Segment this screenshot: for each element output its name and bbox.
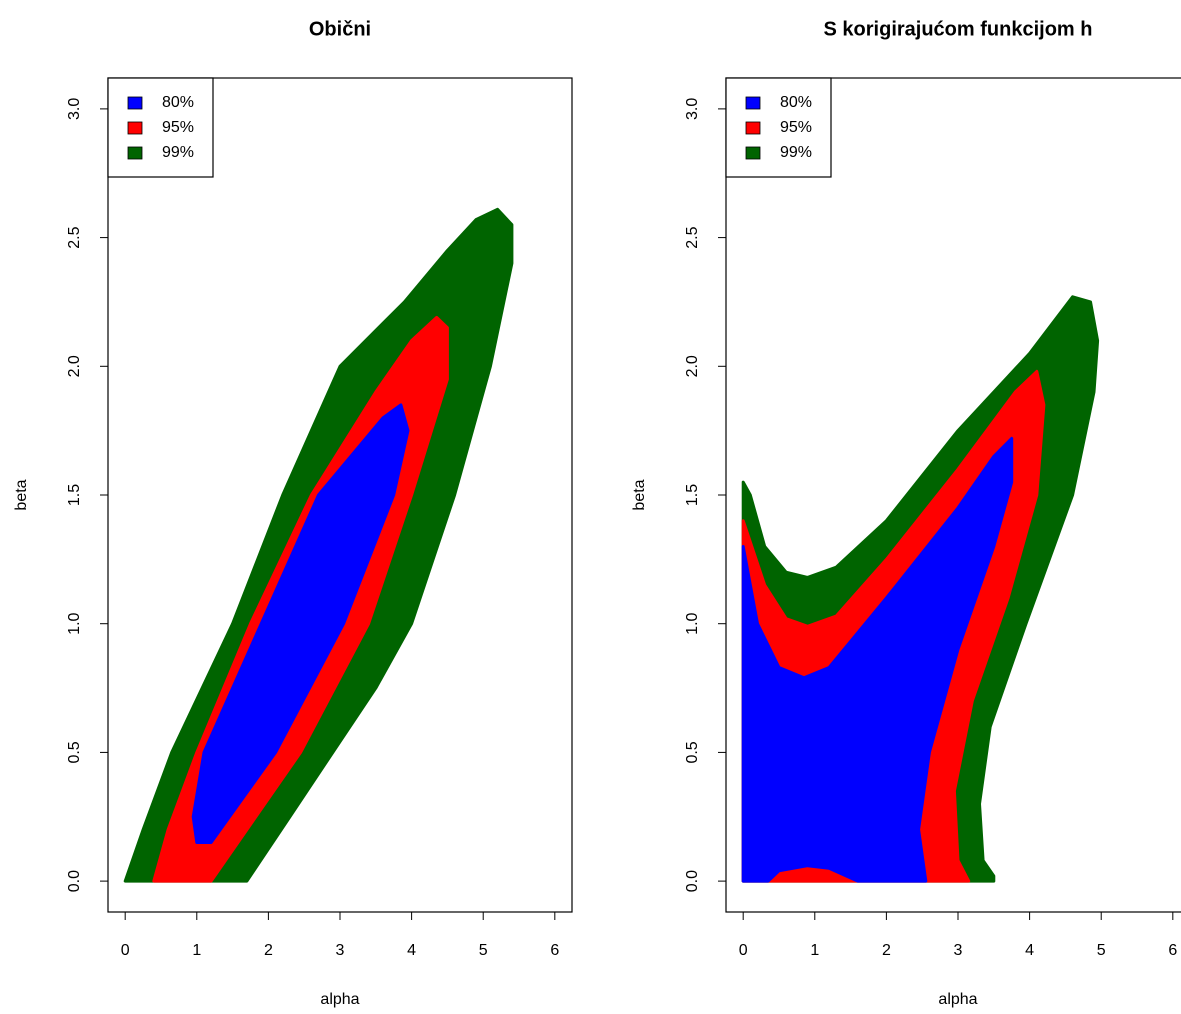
x-tick-label: 2 xyxy=(264,942,273,959)
x-tick-label: 5 xyxy=(479,942,488,959)
legend-swatch xyxy=(745,121,761,135)
legend-swatch xyxy=(127,96,143,110)
legend-box xyxy=(725,77,832,178)
x-tick-label: 0 xyxy=(739,942,748,959)
x-tick-label: 1 xyxy=(810,942,819,959)
y-tick-label: 2.5 xyxy=(684,226,701,248)
x-tick-label: 6 xyxy=(550,942,559,959)
y-tick-label: 0.5 xyxy=(684,741,701,763)
x-tick-label: 4 xyxy=(1025,942,1034,959)
y-tick-label: 3.0 xyxy=(684,98,701,120)
x-tick-label: 1 xyxy=(192,942,201,959)
legend-label: 95% xyxy=(780,119,812,136)
region xyxy=(741,436,1014,883)
y-axis-label: beta xyxy=(631,479,648,510)
chart-title: Obični xyxy=(309,18,371,40)
legend-label: 99% xyxy=(780,144,812,161)
chart-title: S korigirajućom funkcijom h xyxy=(824,18,1093,40)
x-tick-label: 6 xyxy=(1168,942,1177,959)
y-tick-label: 2.0 xyxy=(684,355,701,377)
y-axis-label: beta xyxy=(13,479,30,510)
legend-label: 95% xyxy=(162,119,194,136)
x-tick-label: 5 xyxy=(1097,942,1106,959)
legend-swatch xyxy=(127,146,143,160)
x-tick-label: 3 xyxy=(336,942,345,959)
x-tick-label: 0 xyxy=(121,942,130,959)
legend-label: 99% xyxy=(162,144,194,161)
y-tick-label: 3.0 xyxy=(66,98,83,120)
y-tick-label: 1.0 xyxy=(684,612,701,634)
legend-box xyxy=(107,77,214,178)
x-tick-label: 4 xyxy=(407,942,416,959)
x-axis-label: alpha xyxy=(938,991,977,1008)
y-tick-label: 2.0 xyxy=(66,355,83,377)
legend-label: 80% xyxy=(780,94,812,111)
legend-label: 80% xyxy=(162,94,194,111)
x-tick-label: 3 xyxy=(954,942,963,959)
legend-swatch xyxy=(745,146,761,160)
y-tick-label: 0.0 xyxy=(66,870,83,892)
y-tick-label: 1.0 xyxy=(66,612,83,634)
y-tick-label: 0.5 xyxy=(66,741,83,763)
y-tick-label: 0.0 xyxy=(684,870,701,892)
y-tick-label: 1.5 xyxy=(684,484,701,506)
y-tick-label: 2.5 xyxy=(66,226,83,248)
region xyxy=(191,403,410,844)
legend-swatch xyxy=(745,96,761,110)
legend-swatch xyxy=(127,121,143,135)
y-tick-label: 1.5 xyxy=(66,484,83,506)
x-axis-label: alpha xyxy=(320,991,359,1008)
x-tick-label: 2 xyxy=(882,942,891,959)
